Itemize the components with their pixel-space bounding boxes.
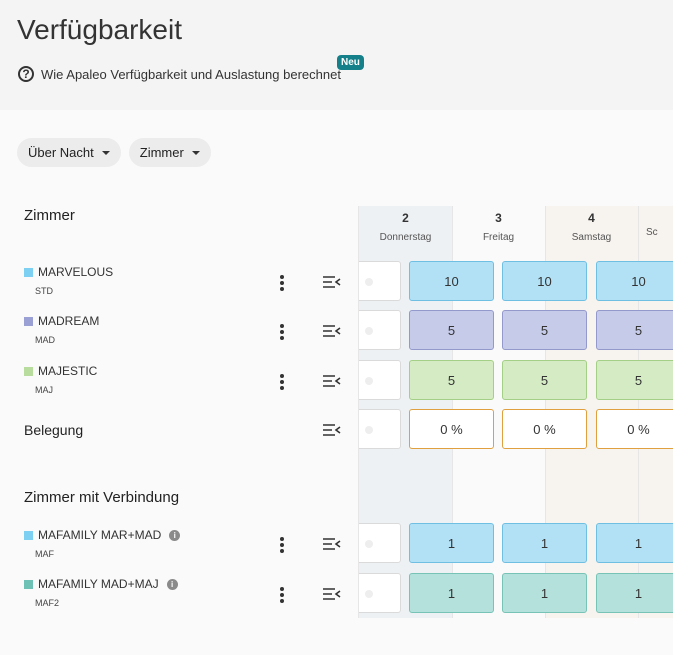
- room-code: MAF2: [35, 598, 60, 608]
- occupancy-cell[interactable]: 0 %: [502, 409, 587, 449]
- room-row-label: MARVELOUS STD: [24, 265, 113, 296]
- ghost-cell: [359, 573, 401, 613]
- more-vert-icon[interactable]: [280, 587, 284, 605]
- room-row-label: MAJESTIC MAJ: [24, 364, 97, 395]
- availability-cell[interactable]: 10: [409, 261, 494, 301]
- availability-cell[interactable]: 5: [502, 310, 587, 350]
- availability-cell[interactable]: 5: [596, 360, 673, 400]
- rooms-filter-label: Zimmer: [139, 145, 184, 160]
- room-code: STD: [35, 286, 53, 296]
- room-row-label: MAFAMILY MAD+MAJ i MAF2: [24, 577, 178, 608]
- rooms-section-title: Zimmer: [24, 207, 75, 224]
- availability-cell[interactable]: 1: [596, 573, 673, 613]
- more-vert-icon[interactable]: [280, 374, 284, 392]
- help-circle-icon: ?: [18, 66, 34, 82]
- occupancy-cell[interactable]: 0 %: [409, 409, 494, 449]
- more-vert-icon[interactable]: [280, 275, 284, 293]
- ghost-cell: [359, 261, 401, 301]
- caret-down-icon: [191, 150, 200, 155]
- page-title: Verfügbarkeit: [17, 14, 182, 45]
- overnight-filter-label: Über Nacht: [28, 145, 94, 160]
- day-header: 4 Samstag: [571, 211, 612, 243]
- availability-cell[interactable]: 5: [502, 360, 587, 400]
- help-link[interactable]: ? Wie Apaleo Verfügbarkeit und Auslastun…: [18, 66, 341, 82]
- page-header: Verfügbarkeit ? Wie Apaleo Verfügbarkeit…: [0, 0, 673, 110]
- room-color-swatch: [24, 579, 33, 589]
- availability-cell[interactable]: 1: [596, 523, 673, 563]
- caret-down-icon: [101, 150, 110, 155]
- room-color-swatch: [24, 366, 33, 376]
- help-link-text[interactable]: Wie Apaleo Verfügbarkeit und Auslastung …: [41, 66, 341, 82]
- room-name: MAFAMILY MAR+MAD: [38, 528, 162, 542]
- connected-rooms-section-title: Zimmer mit Verbindung: [24, 489, 180, 506]
- menu-collapse-icon[interactable]: [323, 276, 341, 288]
- day-header: Sc: [646, 227, 658, 238]
- room-name: MADREAM: [38, 314, 100, 328]
- info-icon[interactable]: i: [166, 578, 178, 590]
- occupancy-label: Belegung: [24, 422, 84, 438]
- room-name: MAFAMILY MAD+MAJ: [38, 577, 159, 591]
- room-row-label: MADREAM MAD: [24, 314, 99, 345]
- menu-collapse-icon[interactable]: [323, 424, 341, 436]
- ghost-cell: [359, 409, 401, 449]
- availability-cell[interactable]: 10: [502, 261, 587, 301]
- menu-collapse-icon[interactable]: [323, 538, 341, 550]
- room-color-swatch: [24, 530, 33, 540]
- availability-cell[interactable]: 1: [409, 523, 494, 563]
- filter-bar: Über Nacht Zimmer: [17, 138, 211, 167]
- room-color-swatch: [24, 316, 33, 326]
- room-row-label: MAFAMILY MAR+MAD i MAF: [24, 528, 181, 559]
- more-vert-icon[interactable]: [280, 537, 284, 555]
- menu-collapse-icon[interactable]: [323, 588, 341, 600]
- menu-collapse-icon[interactable]: [323, 375, 341, 387]
- availability-cell[interactable]: 1: [409, 573, 494, 613]
- menu-collapse-icon[interactable]: [323, 325, 341, 337]
- overnight-filter-chip[interactable]: Über Nacht: [17, 138, 121, 167]
- availability-cell[interactable]: 1: [502, 573, 587, 613]
- ghost-cell: [359, 310, 401, 350]
- room-name: MAJESTIC: [38, 364, 98, 378]
- info-icon[interactable]: i: [169, 529, 181, 541]
- room-code: MAD: [35, 335, 55, 345]
- availability-cell[interactable]: 10: [596, 261, 673, 301]
- ghost-cell: [359, 360, 401, 400]
- availability-grid: 2 Donnerstag 3 Freitag 4 Samstag Sc 10 10 1…: [358, 206, 673, 618]
- room-code: MAF: [35, 549, 54, 559]
- more-vert-icon[interactable]: [280, 324, 284, 342]
- day-header: 3 Freitag: [482, 211, 515, 243]
- ghost-cell: [359, 523, 401, 563]
- new-badge: Neu: [337, 55, 364, 70]
- day-header: 2 Donnerstag: [379, 211, 432, 243]
- room-color-swatch: [24, 267, 33, 277]
- availability-cell[interactable]: 5: [596, 310, 673, 350]
- availability-cell[interactable]: 5: [409, 360, 494, 400]
- room-code: MAJ: [35, 385, 53, 395]
- availability-cell[interactable]: 5: [409, 310, 494, 350]
- room-name: MARVELOUS: [38, 265, 114, 279]
- rooms-filter-chip[interactable]: Zimmer: [128, 138, 211, 167]
- occupancy-cell[interactable]: 0 %: [596, 409, 673, 449]
- availability-cell[interactable]: 1: [502, 523, 587, 563]
